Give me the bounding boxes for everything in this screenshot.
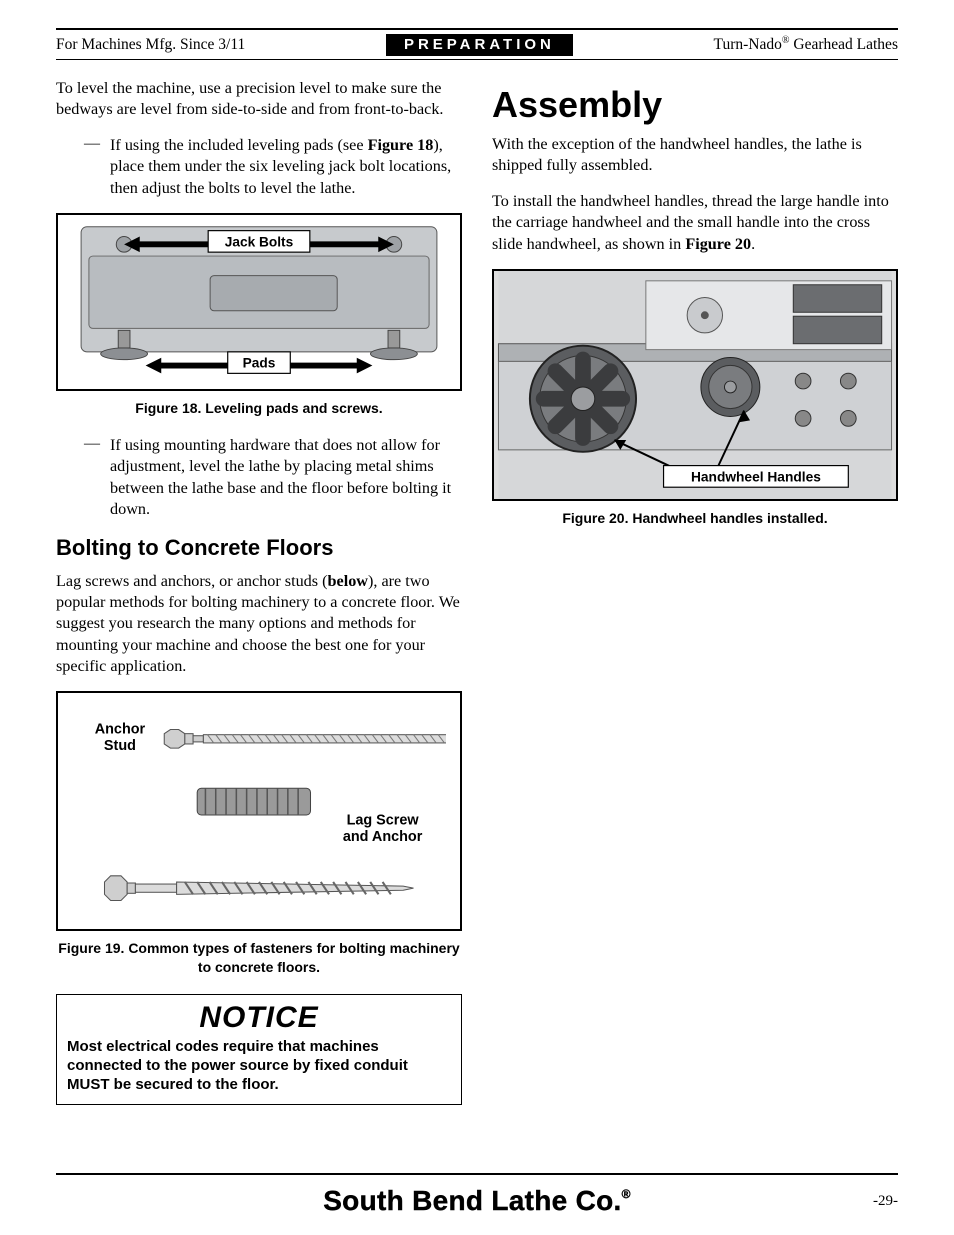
bullet-1-text: If using the included leveling pads (see… [110, 135, 462, 199]
fig19-top-label-1: Anchor [95, 722, 146, 738]
bullet-2-text: If using mounting hardware that does not… [110, 435, 462, 521]
header-left: For Machines Mfg. Since 3/11 [56, 36, 245, 54]
figure-19-caption: Figure 19. Common types of fasteners for… [56, 939, 462, 975]
header-thin-rule [56, 59, 898, 60]
registered-icon: ® [622, 1187, 631, 1201]
figure-18-caption: Figure 18. Leveling pads and screws. [56, 399, 462, 417]
leveling-intro: To level the machine, use a precision le… [56, 78, 462, 121]
fig20-label: Handwheel Handles [691, 469, 821, 484]
figure-20-box: Handwheel Handles [492, 269, 898, 501]
notice-text: Most electrical codes require that machi… [67, 1037, 451, 1095]
fig19-bot-label-1: Lag Screw [347, 813, 420, 829]
dash-icon: — [84, 135, 110, 199]
section-heading-assembly: Assembly [492, 84, 898, 126]
fig18-bottom-label: Pads [243, 355, 276, 370]
footer-page-number: -29- [873, 1193, 898, 1210]
notice-box: NOTICE Most electrical codes require tha… [56, 994, 462, 1106]
b1-figref: Figure 18 [368, 136, 434, 154]
assembly-p1: With the exception of the handwheel hand… [492, 134, 898, 177]
footer-brand: South Bend Lathe Co.® [323, 1185, 631, 1217]
header-right-suffix: Gearhead Lathes [790, 37, 898, 54]
assembly-p2: To install the handwheel handles, thread… [492, 191, 898, 255]
top-rule [56, 28, 898, 30]
figure-18-svg: Jack Bolts Pads [58, 215, 460, 389]
header-right: Turn-Nado® Gearhead Lathes [714, 35, 898, 54]
footer: South Bend Lathe Co.® -29- [56, 1173, 898, 1217]
b1-prefix: If using the included leveling pads (see [110, 136, 368, 154]
footer-row: South Bend Lathe Co.® -29- [56, 1185, 898, 1217]
footer-rule [56, 1173, 898, 1175]
footer-brand-text: South Bend Lathe Co. [323, 1185, 621, 1216]
figure-20-svg: Handwheel Handles [494, 271, 896, 499]
fig18-top-label: Jack Bolts [225, 234, 294, 249]
fig19-bot-label-2: and Anchor [343, 829, 423, 845]
fig19-top-label-2: Stud [104, 739, 136, 755]
bullet-mounting-hardware: — If using mounting hardware that does n… [84, 435, 462, 521]
figure-19-box: Anchor Stud [56, 691, 462, 931]
notice-title: NOTICE [67, 1001, 451, 1035]
right-column: Assembly With the exception of the handw… [492, 78, 898, 1105]
assembly-p2-bold: Figure 20 [685, 235, 751, 253]
figure-18-box: Jack Bolts Pads [56, 213, 462, 391]
subhead-bolting: Bolting to Concrete Floors [56, 535, 462, 561]
p2-bold: below [328, 572, 368, 590]
bullet-leveling-pads: — If using the included leveling pads (s… [84, 135, 462, 199]
figure-20-caption: Figure 20. Handwheel handles installed. [492, 509, 898, 527]
left-column: To level the machine, use a precision le… [56, 78, 462, 1105]
header-row: For Machines Mfg. Since 3/11 PREPARATION… [56, 34, 898, 56]
assembly-p2-suffix: . [751, 235, 755, 253]
p2-prefix: Lag screws and anchors, or anchor studs … [56, 572, 328, 590]
figure-19-svg: Anchor Stud [72, 711, 446, 917]
header-badge: PREPARATION [386, 34, 573, 56]
content-columns: To level the machine, use a precision le… [56, 78, 898, 1105]
header-right-prefix: Turn-Nado [714, 37, 782, 54]
bolting-paragraph: Lag screws and anchors, or anchor studs … [56, 571, 462, 678]
registered-icon: ® [782, 35, 790, 46]
dash-icon: — [84, 435, 110, 521]
